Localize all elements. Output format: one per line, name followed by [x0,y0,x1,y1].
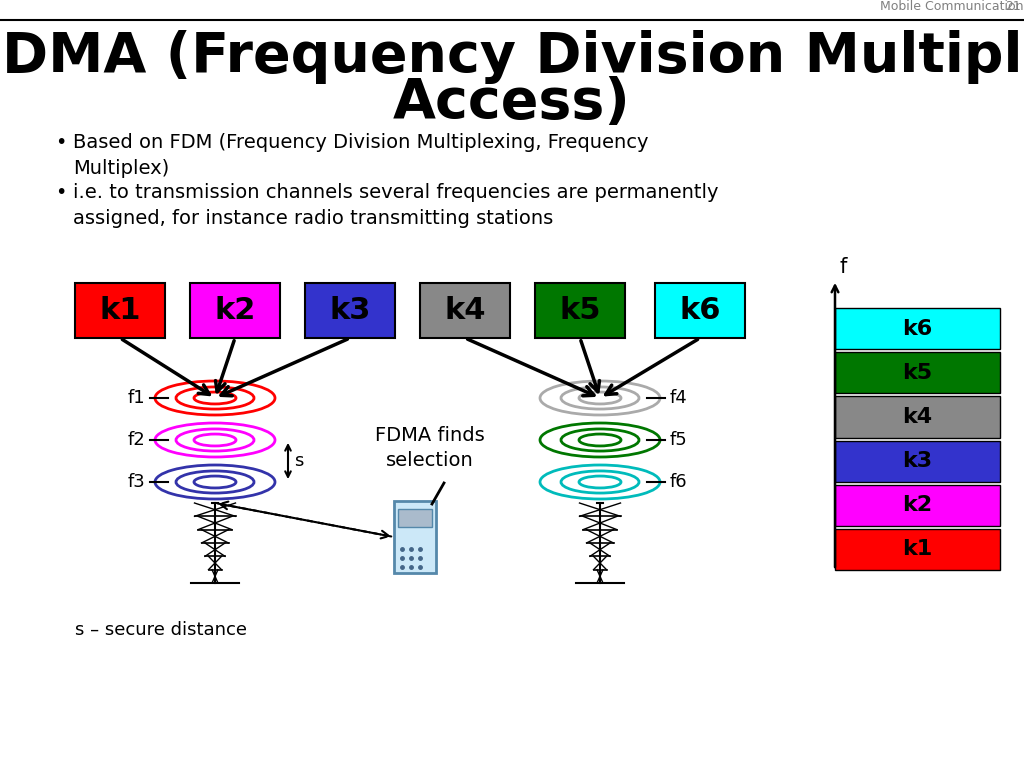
Text: f5: f5 [670,431,688,449]
Bar [535,283,625,338]
Text: k5: k5 [902,362,933,382]
Text: 21: 21 [1005,0,1021,13]
Text: k2: k2 [902,495,933,515]
Text: Access): Access) [393,76,631,130]
Text: k5: k5 [559,296,601,325]
Text: f2: f2 [127,431,145,449]
Text: k1: k1 [99,296,140,325]
Text: Based on FDM (Frequency Division Multiplexing, Frequency
Multiplex): Based on FDM (Frequency Division Multipl… [73,133,648,178]
Text: s: s [294,452,303,470]
Bar [835,353,1000,393]
Text: k4: k4 [444,296,485,325]
Text: Mobile Communication and Mobile Computing: Mobile Communication and Mobile Computin… [880,0,1024,13]
Text: k3: k3 [330,296,371,325]
Text: k2: k2 [214,296,256,325]
Text: k1: k1 [902,539,933,559]
Text: FDMA (Frequency Division Multiple: FDMA (Frequency Division Multiple [0,30,1024,84]
Text: k6: k6 [679,296,721,325]
Text: f4: f4 [670,389,688,407]
Text: •: • [55,133,67,152]
Bar [398,509,432,527]
Text: k3: k3 [902,451,933,471]
Text: f: f [839,257,847,277]
Bar [305,283,395,338]
Bar [835,529,1000,570]
Text: k6: k6 [902,319,933,339]
Text: s – secure distance: s – secure distance [75,621,247,639]
Bar [835,441,1000,482]
Text: FDMA finds
selection: FDMA finds selection [375,426,485,470]
Text: f6: f6 [670,473,688,491]
Bar [655,283,745,338]
Bar [190,283,280,338]
Bar [835,308,1000,349]
Bar [75,283,165,338]
Bar [835,396,1000,438]
Text: k4: k4 [902,407,933,427]
Text: f3: f3 [127,473,145,491]
Bar [420,283,510,338]
Text: f1: f1 [127,389,145,407]
Text: •: • [55,183,67,202]
Text: i.e. to transmission channels several frequencies are permanently
assigned, for : i.e. to transmission channels several fr… [73,183,719,229]
Bar [394,501,436,573]
Bar [835,485,1000,526]
